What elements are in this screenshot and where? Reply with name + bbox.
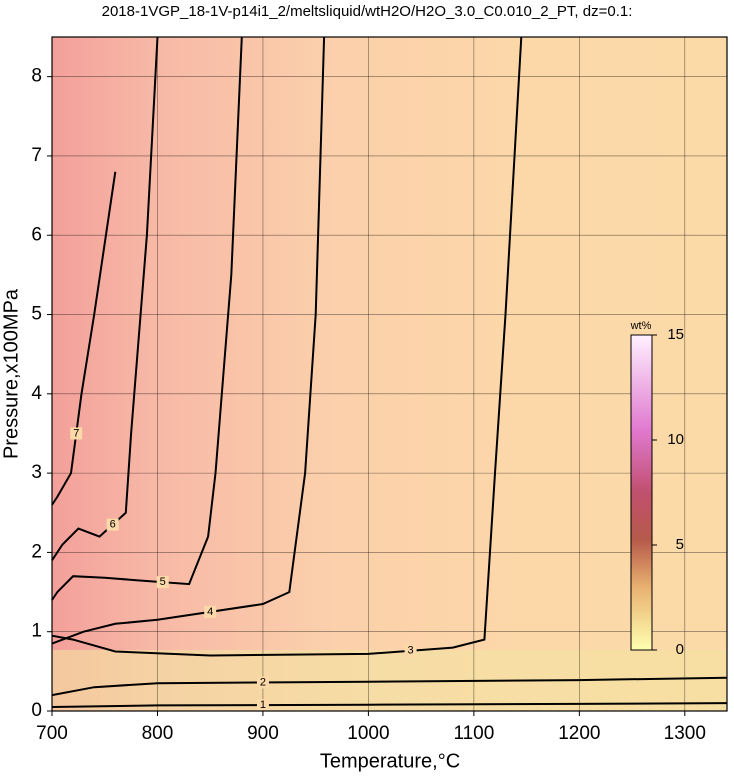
contour-label-bg [404, 644, 417, 657]
x-tick-label: 800 [142, 723, 174, 744]
contour-label-bg [256, 699, 269, 712]
contour-label-bg [70, 427, 83, 440]
y-tick-label: 8 [31, 66, 42, 87]
contour-label-bg [106, 518, 119, 531]
y-tick-label: 3 [31, 462, 42, 483]
colorbar-tick-label: 0 [676, 641, 684, 658]
x-tick-label: 700 [36, 723, 68, 744]
colorbar-tick-label: 5 [676, 536, 684, 553]
chart-title: 2018-1VGP_18-1V-p14i1_2/meltsliquid/wtH2… [102, 3, 633, 20]
y-tick-label: 1 [31, 621, 42, 642]
y-tick-label: 7 [31, 145, 42, 166]
y-tick-label: 6 [31, 224, 42, 245]
y-tick-label: 0 [31, 700, 42, 721]
contour-label: 6 [110, 519, 116, 531]
contour-label: 5 [160, 576, 166, 588]
y-tick-label: 2 [31, 541, 42, 562]
x-tick-label: 1100 [453, 723, 494, 744]
contour-label-bg [204, 605, 217, 618]
x-axis-label: Temperature,°C [320, 750, 460, 772]
contour-label: 4 [207, 606, 213, 618]
x-tick-label: 1200 [558, 723, 600, 744]
colorbar-label: wt% [630, 320, 652, 332]
contour-label: 7 [73, 427, 79, 439]
contour-label: 2 [260, 676, 266, 688]
x-tick-label: 1000 [347, 723, 389, 744]
contour-label: 3 [408, 645, 414, 657]
contour-label-bg [156, 576, 169, 589]
plot-frame [51, 36, 728, 712]
y-tick-label: 5 [31, 304, 42, 325]
x-tick-label: 1300 [664, 723, 706, 744]
colorbar [630, 334, 653, 651]
contour-label: 1 [260, 699, 266, 711]
y-tick-label: 4 [31, 383, 42, 404]
x-tick-label: 900 [247, 723, 279, 744]
colorbar-tick-label: 15 [667, 326, 684, 343]
plot-background [52, 37, 727, 711]
contour-line [51, 702, 728, 708]
contour-label-bg [256, 676, 269, 689]
colorbar-tick-label: 10 [667, 431, 684, 448]
low-pressure-band [52, 650, 727, 711]
y-axis-label: Pressure,x100MPa [0, 288, 22, 459]
contour-line [51, 36, 326, 645]
